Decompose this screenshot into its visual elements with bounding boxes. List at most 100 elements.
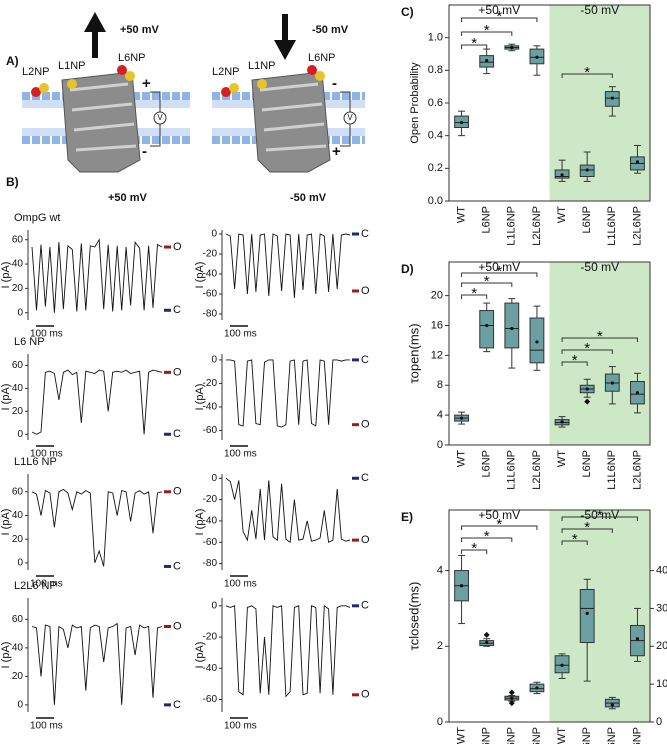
significance-star: *	[597, 328, 603, 345]
y2-tick-label: 40	[656, 564, 667, 576]
mean	[560, 663, 564, 667]
y-tick-label: 0	[211, 355, 217, 366]
condition-label: -50 mV	[580, 260, 619, 274]
y-tick-label: 16	[431, 319, 443, 331]
panel-label: E)	[401, 510, 413, 524]
x-tick-label: WT	[556, 206, 568, 223]
y-axis-label: I (pA)	[194, 642, 206, 669]
loop-atom	[307, 65, 317, 75]
y-tick-label: -40	[203, 516, 218, 527]
y-tick-label: 12	[431, 349, 443, 361]
sign: +	[142, 75, 151, 92]
trace-title: L6 NP	[14, 336, 45, 348]
x-tick-label: L6NP	[481, 727, 493, 744]
mean	[610, 703, 614, 707]
mean	[485, 58, 489, 63]
current-trace	[225, 477, 351, 544]
x-tick-label: L2L6NP	[531, 206, 543, 246]
scale-bar-label: 100 ms	[224, 449, 257, 460]
circuit	[150, 91, 161, 147]
y-tick-label: 0.0	[428, 195, 443, 207]
y-tick-label: -40	[203, 269, 218, 280]
y-tick-label: -80	[203, 558, 218, 569]
level-label: C	[361, 600, 369, 612]
mean	[560, 173, 564, 177]
y-axis-label: τopen(ms)	[406, 323, 421, 383]
level-label: C	[173, 304, 181, 316]
y-tick-label: 20	[12, 283, 24, 294]
mean	[485, 640, 489, 645]
y-tick-label: 40	[12, 643, 24, 654]
scale-bar-label: 100 ms	[30, 449, 63, 460]
x-tick-label: L1L6NP	[606, 206, 618, 246]
scale-bar-label: 100 ms	[224, 329, 257, 340]
condition-label: +50 mV	[478, 260, 520, 274]
level-label: C	[173, 560, 181, 572]
mean	[610, 96, 614, 100]
x-tick-label: L1L6NP	[606, 727, 618, 744]
significance-star: *	[496, 516, 502, 533]
y-tick-label: -80	[203, 309, 218, 320]
level-label: O	[361, 419, 370, 431]
x-tick-label: L2L6NP	[631, 727, 643, 744]
y-tick-label: 0	[17, 700, 23, 711]
meter-label: V	[347, 113, 353, 122]
trace-title: L1L6 NP	[14, 456, 57, 468]
significance-star: *	[471, 540, 477, 557]
y-tick-label: 0	[17, 429, 23, 440]
mean	[459, 121, 464, 125]
x-tick-label: L1L6NP	[506, 206, 518, 246]
mean	[510, 696, 514, 700]
y-tick-label: 40	[12, 259, 24, 270]
loop-label: L2NP	[212, 66, 240, 78]
loop-label: L1NP	[248, 60, 276, 72]
y2-tick-label: 0	[656, 716, 662, 728]
mean	[635, 391, 640, 395]
x-tick-label: L6NP	[581, 727, 593, 744]
level-label: C	[173, 699, 181, 711]
significance-bracket	[461, 272, 538, 277]
condition-label: +50 mV	[478, 3, 520, 17]
voltage-label: +50 mV	[120, 24, 159, 36]
current-trace	[31, 622, 163, 705]
column-label: -50 mV	[290, 192, 327, 204]
current-trace	[225, 233, 351, 299]
level-label: O	[361, 689, 370, 701]
loop-label: L6NP	[118, 52, 146, 64]
y-tick-label: 4	[437, 564, 443, 576]
x-tick-label: WT	[455, 727, 467, 744]
y-axis-label: I (pA)	[0, 642, 12, 669]
x-tick-label: WT	[556, 450, 568, 467]
voltage-label: -50 mV	[312, 24, 349, 36]
mean	[510, 326, 514, 331]
condition-shade	[549, 262, 650, 445]
significance-star: *	[572, 352, 578, 369]
circuit	[340, 91, 351, 147]
loop-atom	[39, 83, 49, 93]
mean	[560, 420, 564, 424]
y-axis-label: I (pA)	[0, 262, 12, 289]
y2-tick-label: 20	[656, 640, 667, 652]
y-axis-label: I (pA)	[0, 384, 12, 411]
x-tick-label: L6NP	[481, 450, 493, 478]
x-tick-label: WT	[556, 727, 568, 744]
y-axis-label: I (pA)	[194, 509, 206, 536]
x-tick-label: WT	[455, 450, 467, 467]
y2-tick-label: 30	[656, 602, 667, 614]
y-tick-label: 40	[12, 510, 24, 521]
box	[579, 589, 595, 643]
scale-bar-label: 100 ms	[30, 721, 63, 732]
level-label: C	[361, 472, 369, 484]
mean	[535, 686, 539, 690]
y-tick-label: -20	[203, 632, 218, 643]
significance-bracket	[461, 31, 513, 36]
y-tick-label: -20	[203, 249, 218, 260]
y-tick-label: 0	[211, 473, 217, 484]
y-axis-label: τclosed(ms)	[406, 582, 421, 651]
arrow-head	[274, 40, 296, 60]
significance-star: *	[471, 35, 477, 52]
significance-star: *	[572, 531, 578, 548]
current-trace	[31, 488, 163, 567]
significance-bracket	[461, 549, 488, 554]
y-tick-label: 20	[431, 290, 443, 302]
